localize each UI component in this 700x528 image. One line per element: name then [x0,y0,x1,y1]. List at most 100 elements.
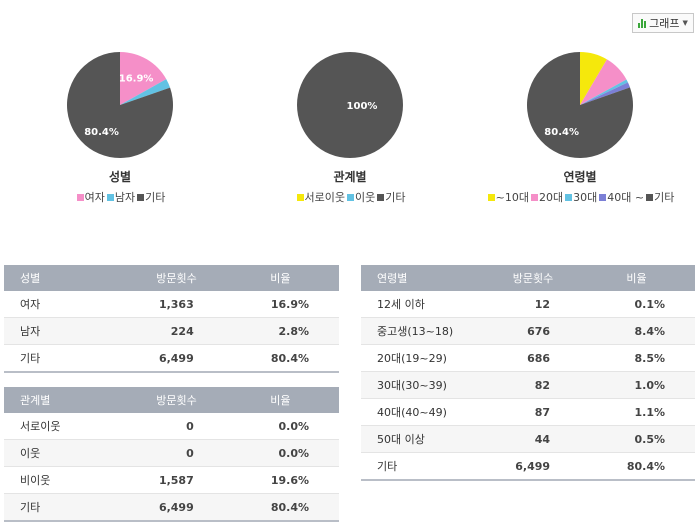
pie-slice-4 [527,52,633,158]
legend-swatch [565,193,573,201]
pie-legend: 서로이웃 이웃 기타 [250,190,450,204]
column-header: 비율 [221,265,339,291]
table-row: 중고생(13~18) 676 8.4% [361,317,695,345]
legend-swatch [487,193,495,201]
legend-swatch [377,193,385,201]
row-label: 40대(40~49) [361,398,488,426]
table-row: 기타 6,499 80.4% [4,493,339,522]
legend-label: 20대 [539,191,564,204]
visit-count: 87 [487,398,579,426]
graph-type-button[interactable]: 그래프 ▼ [632,13,694,33]
visit-count: 44 [487,425,579,453]
ratio: 0.0% [221,439,339,467]
table-header-row: 관계별 방문횟수 비율 [4,387,339,413]
legend-label: 30대 [573,191,598,204]
legend-item: 20대 [529,189,563,205]
column-header: 비율 [578,265,695,291]
relation-pie: 100% [297,52,403,158]
row-label: 12세 이하 [361,291,488,318]
pie-legend: 여자 남자 기타 [20,190,220,204]
table-row: 기타 6,499 80.4% [4,344,339,373]
age-pie: 80.4% [527,52,633,158]
row-label: 기타 [4,344,132,373]
table-row: 비이웃 1,587 19.6% [4,466,339,494]
legend-swatch [646,193,654,201]
table-header-row: 성별 방문횟수 비율 [4,265,339,291]
table-row: 20대(19~29) 686 8.5% [361,344,695,372]
visit-count: 1,363 [131,291,222,318]
ratio: 0.5% [578,425,695,453]
column-header: 관계별 [4,387,132,413]
row-label: 이웃 [4,439,132,467]
legend-item: 30대 [563,189,597,205]
table-row: 이웃 0 0.0% [4,439,339,467]
table-row: 50대 이상 44 0.5% [361,425,695,453]
pie-title: 연령별 [563,170,597,184]
table-row: 기타 6,499 80.4% [361,452,695,481]
legend-item: 기타 [135,189,165,205]
table-row: 40대(40~49) 87 1.1% [361,398,695,426]
row-label: 비이웃 [4,466,132,494]
row-label: 여자 [4,291,132,318]
ratio: 0.0% [221,413,339,440]
column-header: 방문횟수 [131,387,222,413]
legend-item: 서로이웃 [295,189,345,205]
pie-slice-0 [120,52,167,105]
legend-swatch [599,193,607,201]
column-header: 연령별 [361,265,488,291]
legend-swatch [346,193,354,201]
ratio: 80.4% [578,452,695,481]
legend-label: ~10대 [495,191,529,204]
visit-count: 12 [487,291,579,318]
ratio: 2.8% [221,317,339,345]
ratio: 1.0% [578,371,695,399]
legend-label: 기타 [145,191,166,204]
pie-title: 성별 [108,170,132,184]
row-label: 50대 이상 [361,425,488,453]
visit-count: 0 [131,439,222,467]
legend-swatch [531,193,538,201]
legend-label: 남자 [114,191,136,204]
legend-swatch [296,193,304,201]
visit-count: 686 [487,344,579,372]
pie-slice-label: 100% [347,101,378,112]
table-header-row: 연령별 방문횟수 비율 [361,265,695,291]
column-header: 비율 [221,387,339,413]
visit-count: 1,587 [131,466,222,494]
table-row: 서로이웃 0 0.0% [4,413,339,440]
legend-item: 남자 [105,189,135,205]
pie-legend: ~10대 20대 30대 40대 ~ 기타 [480,190,680,204]
gender-stats-table: 성별 방문횟수 비율 여자 1,363 16.9% 남자 224 2.8% 기타 6,499 80.4… [4,265,339,373]
gender-pie-chart: 16.9% 80.4% 성별 여자 남자 기타 [20,50,220,204]
visit-count: 0 [131,413,222,440]
legend-item: 기타 [644,189,674,205]
table-row: 여자 1,363 16.9% [4,291,339,318]
column-header: 방문횟수 [131,265,222,291]
bar-chart-icon [638,18,647,28]
pie-slice-2 [297,52,403,158]
legend-swatch [76,193,84,201]
table-row: 남자 224 2.8% [4,317,339,345]
legend-label: 이웃 [354,191,376,204]
legend-label: 40대 ~ [607,191,645,204]
ratio: 8.4% [578,317,695,345]
legend-label: 기타 [654,191,675,204]
legend-item: 여자 [75,189,105,205]
gender-pie: 16.9% 80.4% [67,52,173,159]
row-label: 남자 [4,317,132,345]
row-label: 서로이웃 [4,413,132,440]
ratio: 80.4% [221,493,339,522]
row-label: 기타 [4,493,132,522]
legend-item: 이웃 [345,189,375,205]
table-row: 30대(30~39) 82 1.0% [361,371,695,399]
row-label: 중고생(13~18) [361,317,488,345]
row-label: 20대(19~29) [361,344,488,372]
pie-slice-label: 80.4% [544,127,579,138]
visit-count: 224 [131,317,222,345]
row-label: 30대(30~39) [361,371,488,399]
table-row: 12세 이하 12 0.1% [361,291,695,318]
pie-slice-label: 16.9% [119,74,154,85]
column-header: 방문횟수 [487,265,579,291]
chevron-down-icon: ▼ [682,19,688,27]
ratio: 19.6% [221,466,339,494]
